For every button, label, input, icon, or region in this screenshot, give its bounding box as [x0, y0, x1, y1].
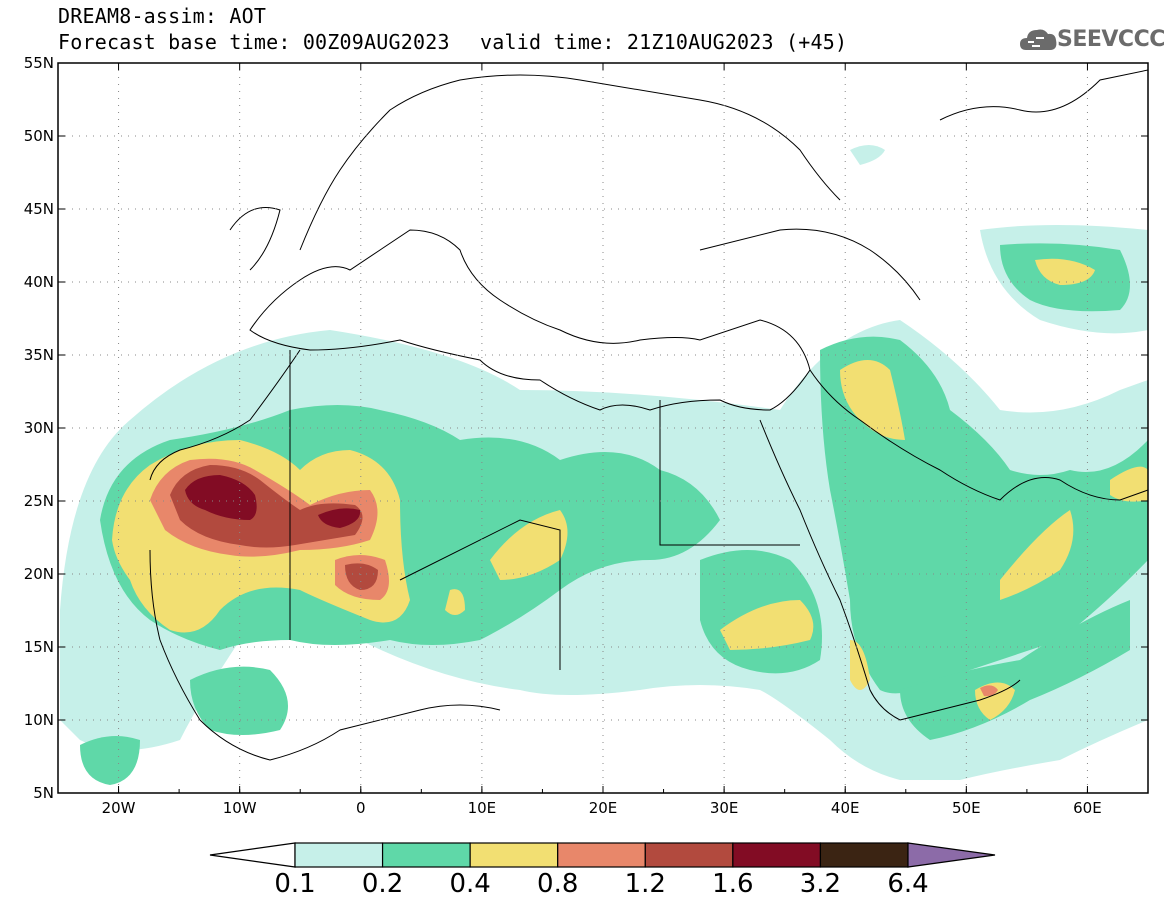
- valid-time: valid time: 21Z10AUG2023 (+45): [480, 30, 848, 54]
- y-tick-label: 30N: [24, 419, 54, 437]
- colorbar-label: 0.1: [274, 869, 315, 899]
- colorbar-left-arrow: [209, 842, 296, 868]
- y-tick-label: 10N: [24, 711, 54, 729]
- colorbar-swatch: [381, 842, 471, 868]
- colorbar-label: 6.4: [887, 869, 928, 899]
- x-tick-label: 20E: [589, 799, 618, 817]
- colorbar-swatch: [294, 842, 384, 868]
- colorbar-right-arrow: [907, 842, 996, 868]
- y-tick-label: 20N: [24, 565, 54, 583]
- x-tick-label: 0: [356, 799, 366, 817]
- colorbar-swatch: [644, 842, 734, 868]
- colorbar-swatch: [732, 842, 822, 868]
- y-tick-label: 25N: [24, 492, 54, 510]
- y-tick-label: 40N: [24, 273, 54, 291]
- colorbar-label: 1.6: [712, 869, 753, 899]
- y-tick-label: 35N: [24, 346, 54, 364]
- x-tick-label: 60E: [1073, 799, 1102, 817]
- y-tick-label: 45N: [24, 200, 54, 218]
- y-tick-label: 55N: [24, 54, 54, 72]
- colorbar-label: 0.4: [449, 869, 490, 899]
- colorbar-label: 3.2: [800, 869, 841, 899]
- logo-text: SEEVCCC: [1057, 27, 1165, 52]
- x-tick-label: 30E: [710, 799, 739, 817]
- x-tick-label: 10E: [468, 799, 497, 817]
- colorbar-swatch: [819, 842, 909, 868]
- y-tick-label: 15N: [24, 638, 54, 656]
- colorbar-label: 0.8: [537, 869, 578, 899]
- x-tick-label: 20W: [102, 799, 136, 817]
- aot-fields: [60, 145, 1148, 785]
- coastlines: [149, 69, 1148, 761]
- colorbar-label: 1.2: [625, 869, 666, 899]
- forecast-base-time: Forecast base time: 00Z09AUG2023: [58, 30, 450, 54]
- colorbar-swatch: [557, 842, 646, 868]
- x-tick-label: 40E: [831, 799, 860, 817]
- y-tick-label: 50N: [24, 127, 54, 145]
- cloud-icon: [1020, 29, 1057, 50]
- colorbar-label: 0.2: [362, 869, 403, 899]
- x-tick-label: 50E: [952, 799, 981, 817]
- map-title: DREAM8-assim: AOT: [58, 4, 267, 28]
- colorbar-swatch: [469, 842, 559, 868]
- gridlines: [58, 63, 1148, 793]
- y-tick-label: 5N: [33, 784, 54, 802]
- x-tick-label: 10W: [223, 799, 257, 817]
- colorbar: 0.1 0.2 0.4 0.8 1.2 1.6 3.2 6.4: [209, 842, 996, 899]
